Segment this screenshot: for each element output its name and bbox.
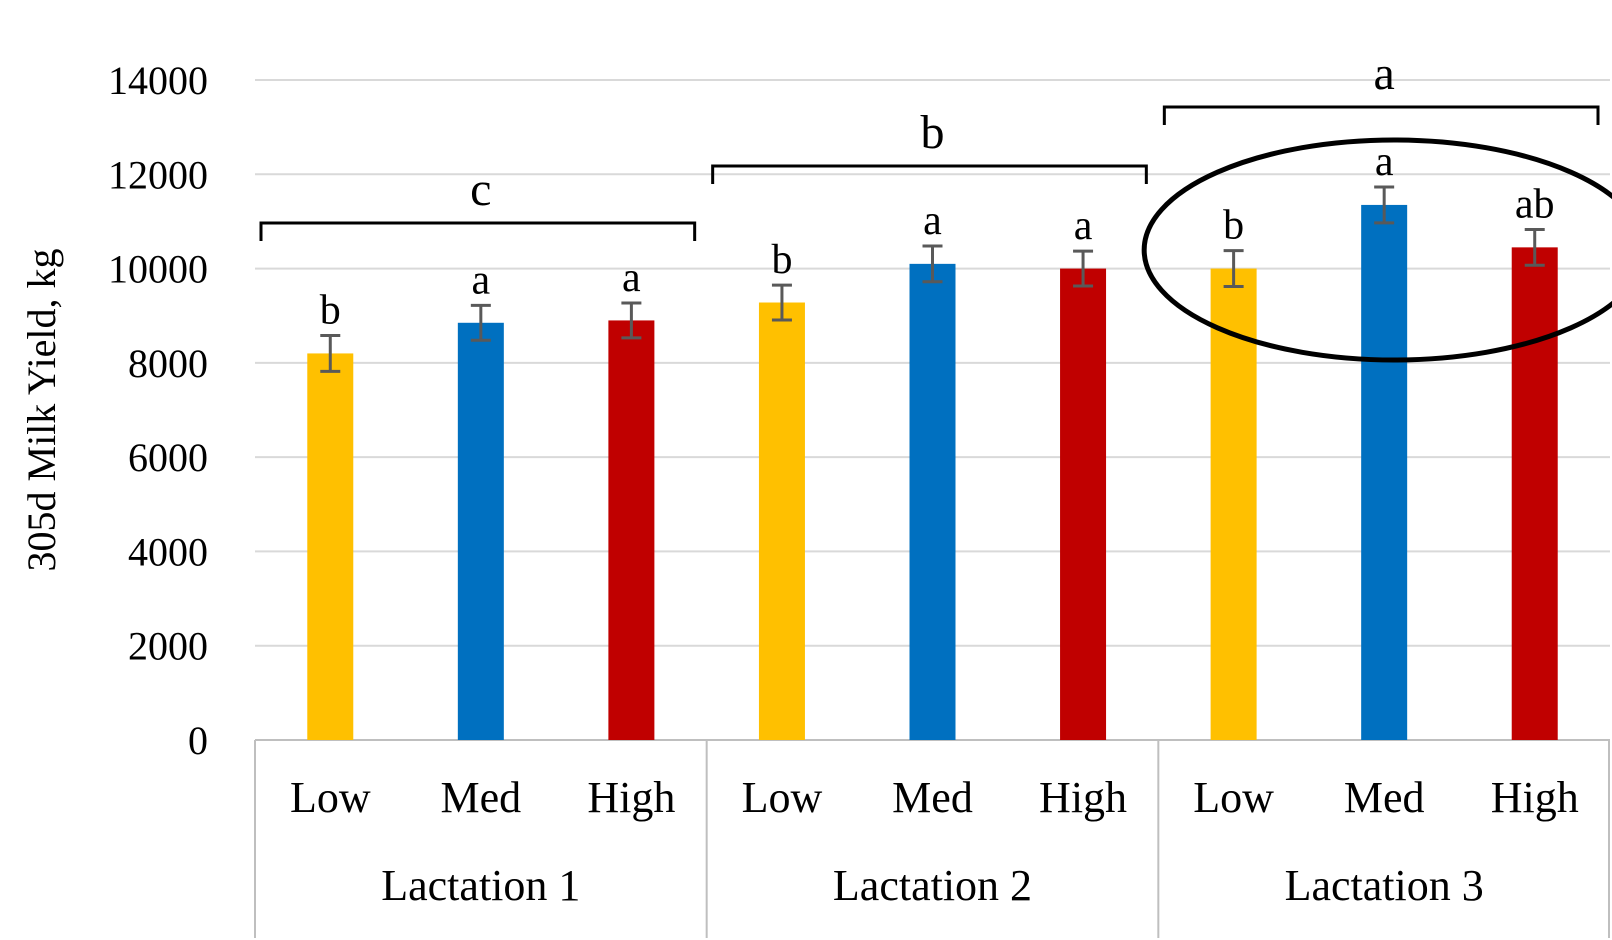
bar-significance-label: b [320,288,341,334]
y-tick-label: 2000 [128,624,208,669]
category-label: Med [1344,773,1425,822]
group-bracket [259,221,697,241]
bar [1511,247,1558,740]
category-label: Med [892,773,973,822]
bar [608,320,655,740]
group-significance-label: a [1374,47,1395,100]
category-label: High [587,773,675,822]
bar [307,353,354,740]
bar [457,322,504,740]
y-axis-title: 305d Milk Yield, kg [19,249,64,572]
y-tick-label: 0 [188,718,208,763]
group-label: Lactation 1 [381,861,580,910]
bar-significance-label: a [1375,139,1394,185]
bar [758,302,805,740]
bar-significance-label: b [771,237,792,283]
bar-significance-label: a [1074,203,1093,249]
y-tick-label: 12000 [108,152,208,197]
category-label: High [1039,773,1127,822]
bar-significance-label: a [622,255,641,301]
group-label: Lactation 3 [1285,861,1484,910]
y-tick-label: 4000 [128,529,208,574]
bars [307,185,1558,740]
group-significance-label: c [470,163,491,216]
y-tick-label: 8000 [128,341,208,386]
bar-significance-label: a [923,198,942,244]
group-bracket [711,164,1148,184]
bar [1210,268,1257,740]
group-significance-label: b [921,106,945,159]
y-tick-label: 6000 [128,435,208,480]
highlight-ellipse [1141,137,1612,363]
category-label: High [1491,773,1579,822]
bar-significance-label: a [472,257,491,303]
bar-significance-label: b [1223,203,1244,249]
bar-significance-label: ab [1515,181,1555,227]
y-tick-label: 14000 [108,58,208,103]
y-tick-label: 10000 [108,247,208,292]
group-label: Lactation 2 [833,861,1032,910]
category-label: Low [1193,773,1274,822]
bar [909,263,956,740]
bar [1060,268,1107,740]
category-label: Low [742,773,823,822]
group-bracket [1162,105,1600,126]
bar [1361,204,1408,740]
category-label: Med [441,773,522,822]
category-label: Low [290,773,371,822]
